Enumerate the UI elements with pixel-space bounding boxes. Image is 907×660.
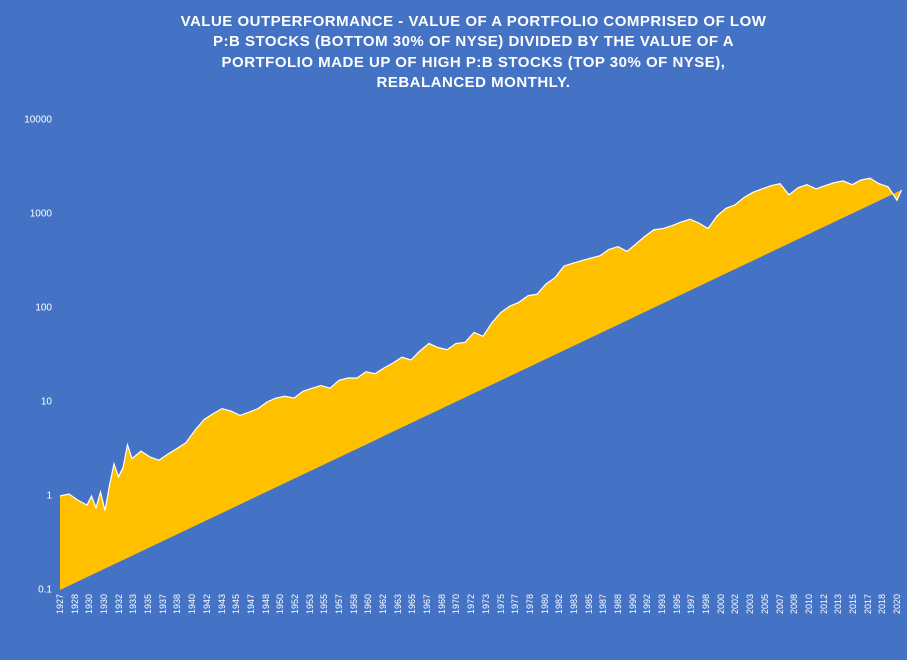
plot-area: 0.11101001000100001927192819301930193219… [60,120,897,590]
x-tick-label: 1970 [451,594,461,614]
x-tick-label: 1957 [334,594,344,614]
x-tick-label: 1932 [114,594,124,614]
x-tick-label: 1990 [628,594,638,614]
x-tick-label: 1937 [158,594,168,614]
x-tick-label: 1928 [70,594,80,614]
y-tick-label: 0.1 [38,585,52,596]
x-tick-label: 1955 [319,594,329,614]
x-tick-label: 1958 [349,594,359,614]
x-tick-label: 2012 [819,594,829,614]
x-tick-label: 1953 [305,594,315,614]
x-tick-label: 1988 [613,594,623,614]
x-tick-label: 1938 [172,594,182,614]
x-tick-label: 1982 [554,594,564,614]
y-tick-label: 1000 [30,209,52,220]
x-tick-label: 1987 [598,594,608,614]
area-svg [60,120,897,590]
x-tick-label: 2010 [804,594,814,614]
x-tick-label: 2018 [877,594,887,614]
x-tick-label: 1983 [569,594,579,614]
x-tick-label: 1995 [672,594,682,614]
x-tick-label: 1950 [275,594,285,614]
x-tick-label: 2003 [745,594,755,614]
x-tick-label: 1940 [187,594,197,614]
y-tick-label: 10 [41,397,52,408]
title-line: PORTFOLIO MADE UP OF HIGH P:B STOCKS (TO… [60,53,887,73]
title-line: VALUE OUTPERFORMANCE - VALUE OF A PORTFO… [60,12,887,32]
value-outperformance-chart: VALUE OUTPERFORMANCE - VALUE OF A PORTFO… [0,0,907,660]
x-tick-label: 1948 [261,594,271,614]
x-tick-label: 1980 [540,594,550,614]
x-tick-label: 1943 [217,594,227,614]
area-fill [60,178,902,590]
x-tick-label: 2015 [848,594,858,614]
x-tick-label: 1975 [496,594,506,614]
x-tick-label: 2007 [775,594,785,614]
x-tick-label: 2005 [760,594,770,614]
x-tick-label: 1993 [657,594,667,614]
x-tick-label: 1998 [701,594,711,614]
chart-title: VALUE OUTPERFORMANCE - VALUE OF A PORTFO… [60,12,887,93]
x-tick-label: 1968 [437,594,447,614]
y-tick-label: 1 [46,491,52,502]
x-tick-label: 1930 [84,594,94,614]
x-tick-label: 1927 [55,594,65,614]
y-tick-label: 100 [35,303,52,314]
x-tick-label: 1962 [378,594,388,614]
x-tick-label: 2020 [892,594,902,614]
x-tick-label: 2002 [730,594,740,614]
x-tick-label: 1942 [202,594,212,614]
x-tick-label: 2008 [789,594,799,614]
x-tick-label: 2013 [833,594,843,614]
x-tick-label: 1960 [363,594,373,614]
title-line: REBALANCED MONTHLY. [60,73,887,93]
x-tick-label: 2000 [716,594,726,614]
x-tick-label: 1965 [407,594,417,614]
x-tick-label: 1935 [143,594,153,614]
x-tick-label: 1945 [231,594,241,614]
x-tick-label: 1985 [584,594,594,614]
x-tick-label: 1997 [686,594,696,614]
x-tick-label: 1952 [290,594,300,614]
title-line: P:B STOCKS (BOTTOM 30% OF NYSE) DIVIDED … [60,32,887,52]
y-tick-label: 10000 [24,115,52,126]
x-tick-label: 2017 [863,594,873,614]
x-tick-label: 1963 [393,594,403,614]
x-tick-label: 1977 [510,594,520,614]
x-tick-label: 1933 [128,594,138,614]
x-tick-label: 1978 [525,594,535,614]
x-tick-label: 1947 [246,594,256,614]
x-tick-label: 1930 [99,594,109,614]
x-tick-label: 1967 [422,594,432,614]
x-tick-label: 1972 [466,594,476,614]
x-tick-label: 1973 [481,594,491,614]
x-tick-label: 1992 [642,594,652,614]
